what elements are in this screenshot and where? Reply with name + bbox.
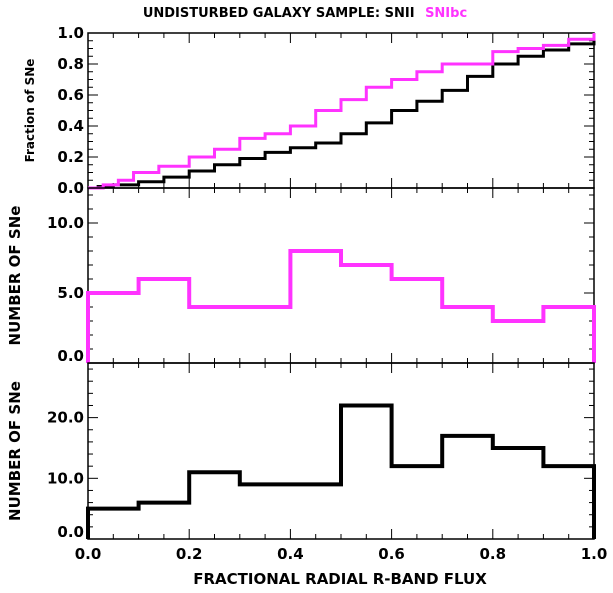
histogram-bar — [543, 307, 594, 363]
histogram-bar — [392, 279, 443, 363]
y-axis-label: NUMBER OF SNe — [6, 381, 24, 521]
y-tick-label: 5.0 — [57, 284, 84, 302]
histogram-bar — [139, 279, 190, 363]
histogram-bar — [139, 503, 190, 539]
x-tick-label: 0.8 — [480, 545, 507, 563]
x-axis-label: FRACTIONAL RADIAL R-BAND FLUX — [193, 570, 487, 588]
y-axis-label: NUMBER OF SNe — [6, 206, 24, 346]
series-line-snii — [88, 36, 596, 190]
y-tick-label: 0.0 — [57, 179, 84, 197]
panels: 0.0 0.2 0.4 0.6 0.8 1.0 Fraction of SNe 0.0 5.0 1… — [6, 24, 607, 563]
x-tick-label: 0.0 — [75, 545, 102, 563]
x-tick-label: 0.2 — [176, 545, 203, 563]
cumulative-panel: 0.0 0.2 0.4 0.6 0.8 1.0 Fraction of SNe — [23, 24, 596, 197]
y-tick-label: 0.8 — [57, 55, 84, 73]
y-tick-label: 0.0 — [57, 347, 84, 365]
x-tick-label: 0.4 — [277, 545, 304, 563]
y-tick-label: 0.2 — [57, 148, 84, 166]
y-tick-label: 1.0 — [57, 24, 84, 42]
series-line-snibc — [88, 33, 596, 190]
y-tick-label: 10.0 — [47, 214, 84, 232]
histogram-bar — [543, 466, 594, 539]
y-tick-label: 0.4 — [57, 117, 84, 135]
histogram-outline — [86, 249, 596, 363]
x-tick-label: 1.0 — [581, 545, 608, 563]
snibc-histogram: 0.0 5.0 10.0 NUMBER OF SNe — [6, 187, 596, 365]
histogram-bar — [341, 405, 392, 539]
histogram-bar — [341, 265, 392, 363]
snii-histogram: 0.0 10.0 20.0 NUMBER OF SNe 0.0 0.2 0.4 0.6 0.8 1… — [6, 362, 608, 563]
figure-title: UNDISTURBED GALAXY SAMPLE: SNII SNIbc — [143, 6, 467, 21]
histogram-bar — [189, 472, 240, 539]
histogram-bar — [493, 448, 544, 539]
y-tick-label: 10.0 — [47, 469, 84, 487]
histogram-bar — [392, 466, 443, 539]
histogram-bar — [442, 436, 493, 539]
x-tick-label: 0.6 — [378, 545, 405, 563]
histogram-outline — [86, 403, 596, 539]
y-tick-label: 0.6 — [57, 86, 84, 104]
title-snii-part: UNDISTURBED GALAXY SAMPLE: SNII — [143, 6, 415, 21]
histogram-bar — [88, 509, 139, 539]
histogram-bar — [442, 307, 493, 363]
histogram-bar — [493, 321, 544, 363]
y-tick-label: 20.0 — [47, 409, 84, 427]
y-axis-label: Fraction of SNe — [23, 59, 37, 163]
histogram-bar — [290, 484, 341, 539]
histogram-bar — [240, 484, 291, 539]
histogram-bar — [88, 293, 139, 363]
histogram-bar — [240, 307, 291, 363]
title-snibc-part: SNIbc — [425, 6, 467, 21]
histogram-bar — [290, 251, 341, 363]
histogram-bar — [189, 307, 240, 363]
y-tick-label: 0.0 — [57, 523, 84, 541]
